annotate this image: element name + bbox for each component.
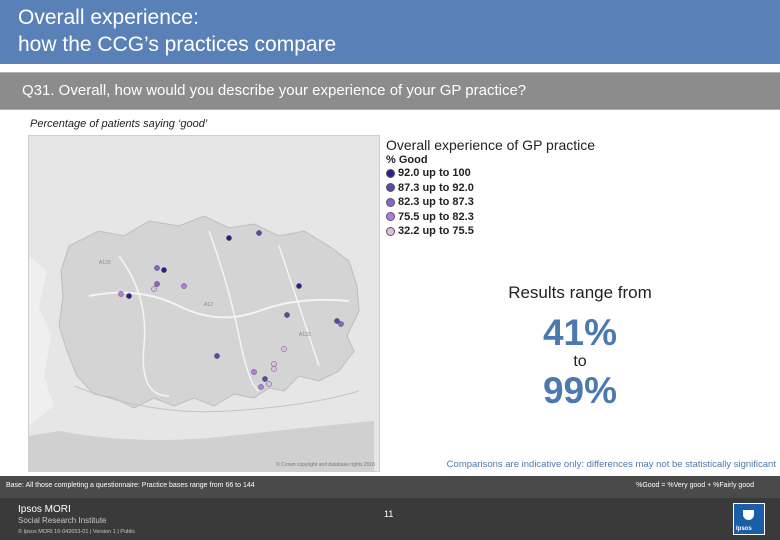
comparison-disclaimer: Comparisons are indicative only: differe… (446, 459, 776, 470)
legend-dot-icon (386, 168, 395, 178)
legend-item-label: 82.3 up to 87.3 (398, 196, 474, 209)
legend-dot-icon (386, 212, 395, 222)
svg-text:A120: A120 (99, 260, 111, 266)
results-range-label: Results range from (508, 283, 652, 302)
legend-dot-icon (386, 183, 395, 193)
legend-item: 82.3 up to 87.3 (386, 195, 595, 210)
legend-dot-icon (386, 226, 395, 236)
legend-item-label: 75.5 up to 82.3 (398, 210, 474, 223)
ipsos-logo-word: Ipsos (736, 526, 752, 532)
question-text: Q31. Overall, how would you describe you… (22, 82, 527, 99)
legend-item-label: 92.0 up to 100 (398, 167, 471, 180)
svg-text:A12: A12 (204, 302, 213, 308)
legend-item: 92.0 up to 100 (386, 166, 595, 181)
legend-dot-icon (386, 197, 395, 207)
results-high-value: 99% (542, 370, 618, 411)
ipsos-logo-icon: Ipsos (733, 503, 765, 535)
header-bar: Overall experience: how the CCG’s practi… (0, 0, 780, 64)
base-bar: Base: All those completing a questionnai… (0, 476, 780, 498)
svg-text:A133: A133 (299, 332, 311, 338)
legend-item-label: 32.2 up to 75.5 (398, 225, 474, 238)
ipsos-mori-logo-text: Ipsos MORI (18, 504, 71, 515)
legend-item: 87.3 up to 92.0 (386, 181, 595, 196)
results-to-label: to (573, 353, 587, 370)
page-number: 11 (384, 509, 394, 519)
map-copyright: © Crown copyright and database rights 20… (275, 462, 375, 468)
map-legend: Overall experience of GP practice % Good… (386, 137, 595, 239)
legend-title: Overall experience of GP practice (386, 137, 596, 153)
good-definition: %Good = %Very good + %Fairly good (636, 482, 754, 489)
results-summary: Results range from 41% to 99% (480, 283, 680, 411)
legend-item: 32.2 up to 75.5 (386, 224, 595, 239)
map-panel: A120 A12 A133 © Crown copyright and data… (28, 135, 380, 472)
legend-subtitle: % Good (386, 154, 428, 166)
base-note: Base: All those completing a questionnai… (6, 482, 255, 489)
question-bar: Q31. Overall, how would you describe you… (0, 72, 780, 110)
legend-item: 75.5 up to 82.3 (386, 210, 595, 225)
chart-subtitle: Percentage of patients saying ‘good’ (30, 118, 208, 130)
footer-copyright: © Ipsos MORI 16-042653-01 | Version 1 | … (18, 529, 136, 535)
footer: Ipsos MORI Social Research Institute © I… (0, 498, 780, 540)
ccg-map: A120 A12 A133 (29, 136, 379, 471)
results-low-value: 41% (542, 312, 618, 353)
page-title: Overall experience: how the CCG’s practi… (18, 6, 337, 56)
sri-logo-text: Social Research Institute (18, 516, 107, 525)
legend-item-label: 87.3 up to 92.0 (398, 181, 474, 194)
